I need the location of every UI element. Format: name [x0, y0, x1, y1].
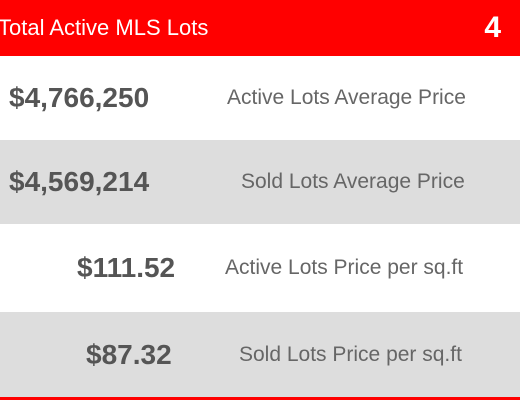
active-price-per-sqft-label: Active Lots Price per sq.ft: [225, 256, 464, 279]
active-average-price-row: $4,766,250 Active Lots Average Price: [0, 56, 520, 140]
active-average-price-label: Active Lots Average Price: [227, 86, 466, 109]
bottom-accent-rule: [0, 397, 520, 400]
summary-header: Total Active MLS Lots 4: [0, 0, 520, 56]
active-price-per-sqft-value: $111.52: [77, 252, 176, 283]
sold-average-price-label: Sold Lots Average Price: [241, 170, 465, 193]
sold-price-per-sqft-value: $87.32: [86, 338, 172, 370]
active-average-price-value: $4,766,250: [9, 82, 150, 113]
sold-price-per-sqft-row: $87.32 Sold Lots Price per sq.ft: [0, 312, 520, 397]
sold-average-price-value: $4,569,214: [9, 166, 150, 197]
total-active-lots-title: Total Active MLS Lots: [0, 15, 209, 40]
sold-average-price-row: $4,569,214 Sold Lots Average Price: [0, 140, 520, 224]
active-price-per-sqft-row: $111.52 Active Lots Price per sq.ft: [0, 224, 520, 312]
total-active-lots-count: 4: [484, 11, 501, 44]
sold-price-per-sqft-label: Sold Lots Price per sq.ft: [239, 342, 462, 366]
